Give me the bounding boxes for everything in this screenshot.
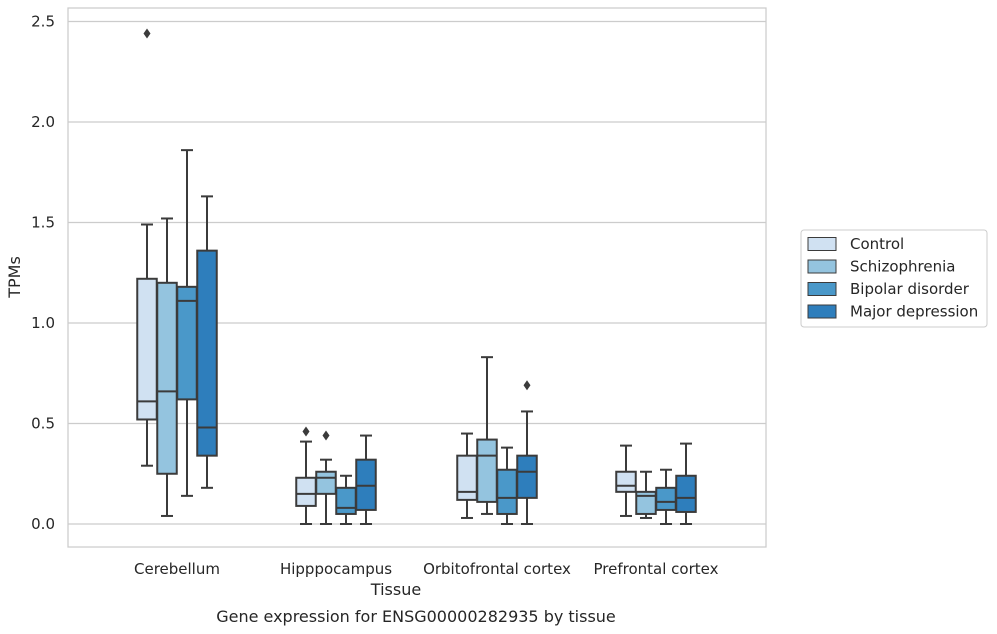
x-tick-label: Cerebellum [134, 560, 220, 578]
legend-label: Control [850, 235, 904, 253]
y-tick-label: 0.5 [31, 415, 55, 433]
y-tick-labels: 0.0 0.5 1.0 1.5 2.0 2.5 [31, 13, 55, 534]
y-tick-label: 1.5 [31, 214, 55, 232]
box-iqr [196, 249, 218, 457]
legend-swatch [807, 259, 837, 274]
x-tick-label: Prefrontal cortex [594, 560, 719, 578]
box-control [615, 444, 637, 517]
box-iqr [496, 468, 518, 515]
x-tick-label: Orbitofrontal cortex [423, 560, 571, 578]
box-iqr [295, 476, 317, 507]
box-iqr [315, 470, 337, 495]
y-tick-label: 2.0 [31, 113, 55, 131]
box-iqr [136, 277, 158, 421]
box-groups [136, 28, 697, 525]
legend-swatch [807, 237, 837, 251]
box-iqr [655, 486, 677, 511]
box-control [136, 28, 158, 467]
box-schizophrenia [476, 356, 498, 515]
box-iqr [176, 285, 198, 401]
box-schizophrenia [635, 470, 657, 519]
outlier-point [143, 28, 151, 39]
box-iqr [476, 438, 498, 503]
box-control [456, 432, 478, 519]
box-iqr [516, 454, 538, 499]
box-major-depression [675, 442, 697, 525]
x-tick-label: Hipppocampus [280, 560, 392, 578]
box-bipolar-disorder [655, 468, 677, 525]
outlier-point [523, 380, 531, 391]
plot-frame [67, 7, 767, 548]
y-tick-label: 0.0 [31, 515, 55, 533]
x-tick-labels: Cerebellum Hipppocampus Orbitofrontal cort… [134, 560, 719, 578]
legend-frame [800, 229, 988, 328]
legend-label: Bipolar disorder [850, 280, 970, 298]
x-axis-label: Tissue [370, 580, 421, 599]
chart-caption: Gene expression for ENSG00000282935 by t… [216, 607, 616, 626]
y-axis-label: TPMs [5, 256, 24, 299]
legend-swatch [807, 304, 837, 319]
box-major-depression [355, 434, 377, 525]
legend-label: Major depression [850, 303, 978, 321]
legend-swatch [807, 282, 837, 296]
y-tick-label: 2.5 [31, 13, 55, 31]
outlier-point [302, 426, 310, 437]
box-iqr [675, 474, 697, 513]
box-iqr [355, 458, 377, 511]
box-iqr [335, 486, 357, 515]
box-iqr [615, 470, 637, 493]
box-bipolar-disorder [496, 446, 518, 525]
box-iqr [156, 281, 178, 475]
outlier-point [322, 430, 330, 441]
y-tick-label: 1.0 [31, 314, 55, 332]
box-schizophrenia [156, 217, 178, 517]
box-major-depression [196, 195, 218, 489]
box-iqr [456, 454, 478, 501]
box-major-depression [516, 380, 538, 525]
box-bipolar-disorder [335, 474, 357, 525]
legend: Control Schizophrenia Bipolar disorder Majo… [800, 229, 988, 328]
box-schizophrenia [315, 430, 337, 525]
legend-label: Schizophrenia [850, 258, 955, 276]
